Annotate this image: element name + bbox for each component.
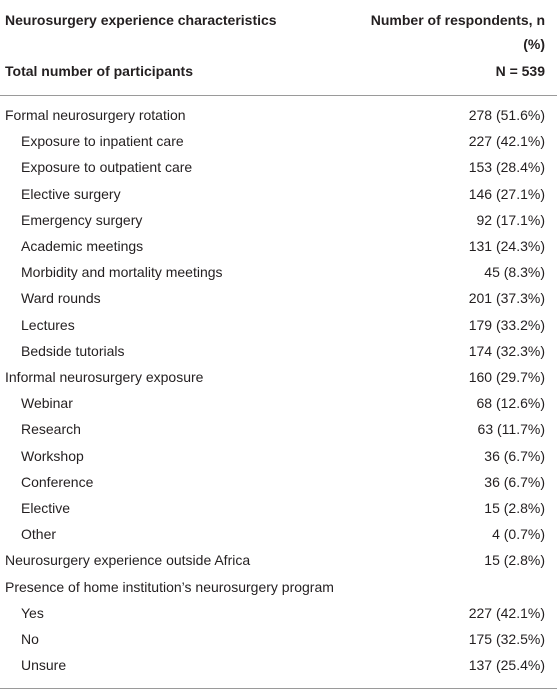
item-label: Lectures xyxy=(21,316,75,333)
group-label: Informal neurosurgery exposure xyxy=(5,369,204,385)
group-value: 15 (2.8%) xyxy=(484,552,545,569)
item-label: Other xyxy=(21,526,57,543)
item-label: Morbidity and mortality meetings xyxy=(21,264,223,281)
item-value: 227 (42.1%) xyxy=(468,604,545,621)
item-value: 179 (33.2%) xyxy=(468,316,545,333)
header-rule xyxy=(0,95,557,96)
item-label: Exposure to inpatient care xyxy=(21,133,184,150)
bottom-rule xyxy=(0,688,557,689)
item-value: 15 (2.8%) xyxy=(484,500,545,516)
item-value: 68 (12.6%) xyxy=(476,395,545,412)
item-label: Unsure xyxy=(21,657,67,674)
item-label: Academic meetings xyxy=(21,238,144,254)
item-label: Bedside tutorials xyxy=(21,342,125,359)
item-value: 4 (0.7%) xyxy=(492,526,545,543)
item-value: 227 (42.1%) xyxy=(468,133,545,150)
total-label: Total number of participants xyxy=(5,63,193,79)
item-value: 36 (6.7%) xyxy=(484,447,545,464)
item-label: No xyxy=(21,631,39,647)
item-value: 36 (6.7%) xyxy=(484,473,545,490)
item-label: Conference xyxy=(21,473,94,490)
item-label: Elective surgery xyxy=(21,185,121,202)
item-value: 63 (11.7%) xyxy=(477,421,545,438)
total-value: N = 539 xyxy=(495,63,545,79)
item-label: Emergency surgery xyxy=(21,211,143,228)
item-value: 174 (32.3%) xyxy=(468,342,545,359)
column-header: Number of respondents, n (%) xyxy=(370,12,545,52)
item-value: 146 (27.1%) xyxy=(468,185,545,202)
item-value: 92 (17.1%) xyxy=(476,211,545,228)
item-value: 137 (25.4%) xyxy=(468,657,545,674)
group-value: 278 (51.6%) xyxy=(468,107,545,123)
group-label: Neurosurgery experience outside Africa xyxy=(5,552,251,569)
item-value: 175 (32.5%) xyxy=(468,631,545,647)
item-label: Exposure to outpatient care xyxy=(21,159,193,176)
item-value: 45 (8.3%) xyxy=(484,264,545,281)
group-label: Formal neurosurgery rotation xyxy=(5,107,186,123)
item-label: Workshop xyxy=(21,447,84,464)
group-label: Presence of home institution’s neurosurg… xyxy=(5,578,334,595)
item-label: Elective xyxy=(21,500,71,516)
item-label: Webinar xyxy=(21,395,73,412)
column-header: Neurosurgery experience characteristics xyxy=(5,12,277,28)
item-label: Yes xyxy=(21,604,44,621)
item-value: 131 (24.3%) xyxy=(468,238,545,254)
item-label: Ward rounds xyxy=(21,290,101,307)
item-value: 201 (37.3%) xyxy=(468,290,545,307)
item-label: Research xyxy=(21,421,81,438)
group-value: 160 (29.7%) xyxy=(468,369,545,385)
item-value: 153 (28.4%) xyxy=(468,159,545,176)
